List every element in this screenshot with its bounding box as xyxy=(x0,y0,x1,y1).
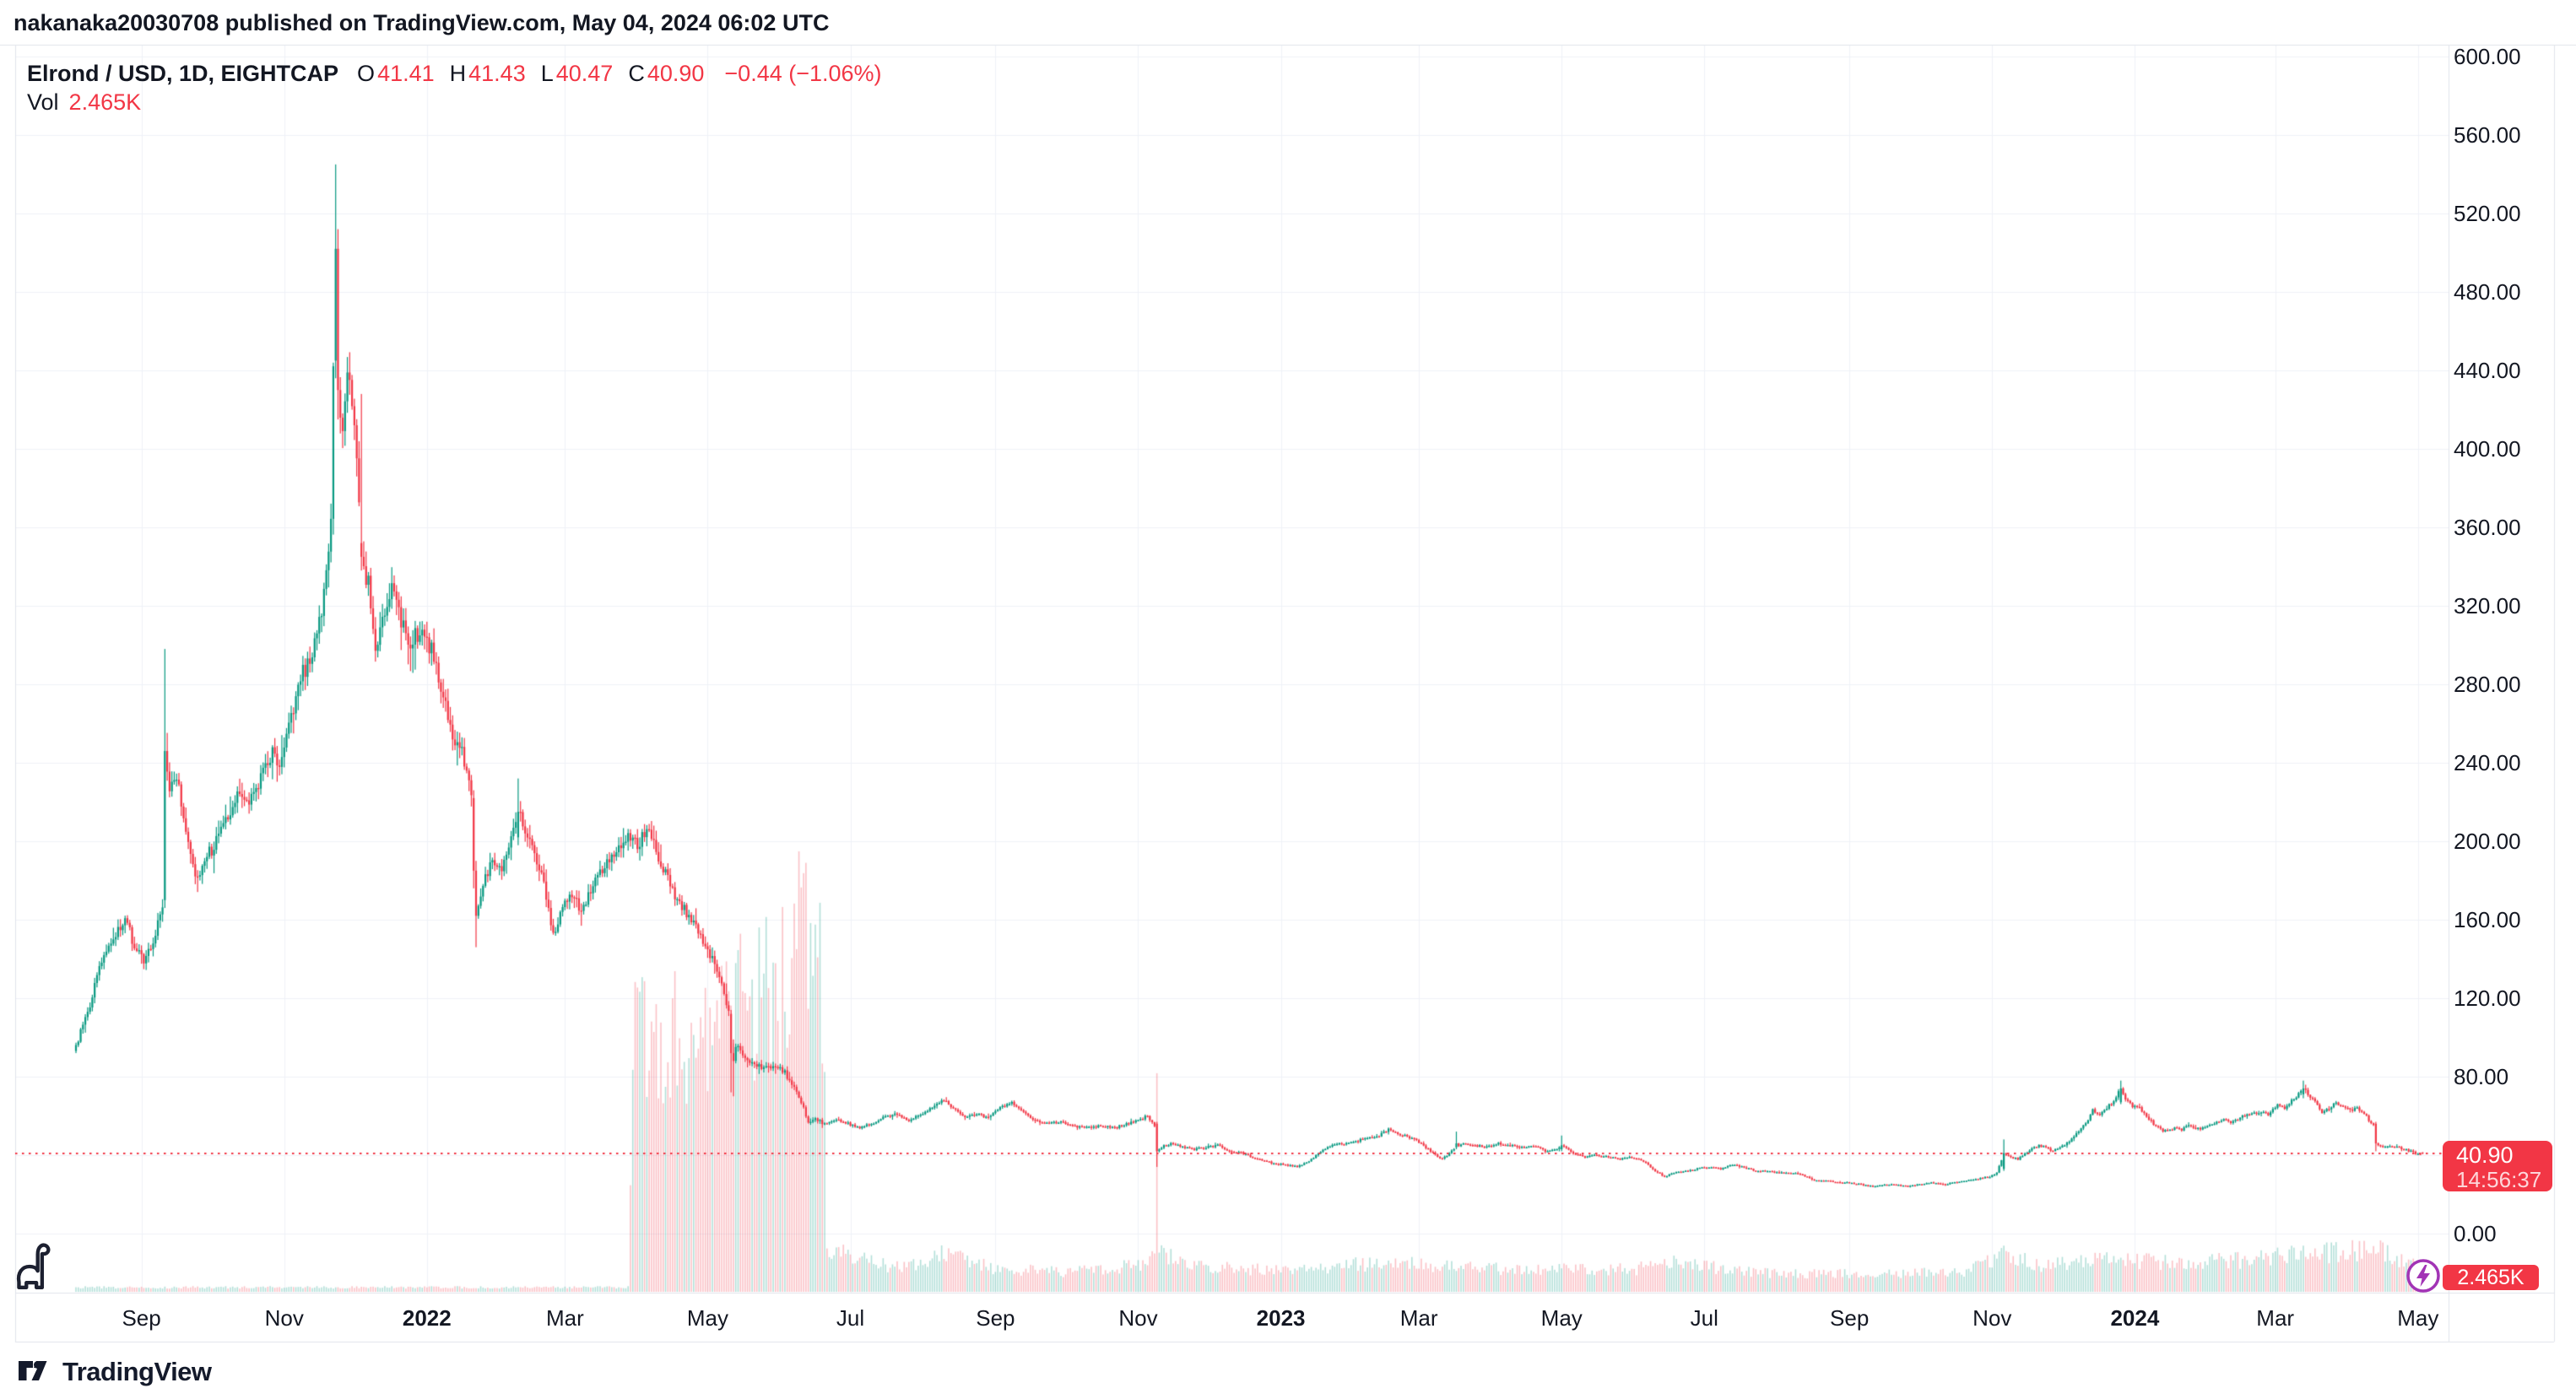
price-axis-label: 120.00 xyxy=(2454,986,2521,1011)
time-axis-label: Mar xyxy=(2256,1305,2295,1331)
boost-button[interactable] xyxy=(2405,1257,2442,1294)
time-axis-label: Sep xyxy=(122,1305,161,1331)
tradingview-mark-icon xyxy=(19,1361,47,1380)
price-axis-label: 360.00 xyxy=(2454,515,2521,540)
time-axis-label: Nov xyxy=(264,1305,304,1331)
price-axis-label: 560.00 xyxy=(2454,122,2521,148)
price-axis-label: 480.00 xyxy=(2454,279,2521,305)
price-axis-label: 160.00 xyxy=(2454,907,2521,932)
price-axis-label: 520.00 xyxy=(2454,201,2521,226)
time-axis-label: Mar xyxy=(545,1305,584,1331)
dinosaur-icon xyxy=(16,1243,51,1289)
price-axis-label: 240.00 xyxy=(2454,750,2521,775)
last-price-badge: 40.90 14:56:37 xyxy=(2443,1141,2552,1191)
time-axis-label: May xyxy=(1540,1305,1583,1331)
symbol-title: Elrond / USD, 1D, EIGHTCAP xyxy=(27,61,339,86)
legend-ohlc-item: L 40.47 xyxy=(541,61,614,87)
volume-label: Vol xyxy=(27,89,59,115)
price-axis-label: 80.00 xyxy=(2454,1064,2509,1089)
ohlc-values: O 41.41 H 41.43 L 40.47 C 40.90 xyxy=(357,61,719,87)
legend-row-volume: Vol 2.465K xyxy=(27,89,882,118)
price-axis-label: 280.00 xyxy=(2454,672,2521,697)
legend-ohlc-item: O 41.41 xyxy=(357,61,435,87)
last-price-value: 40.90 xyxy=(2456,1142,2514,1168)
ohlc-letter: C xyxy=(628,61,645,86)
volume-badge: 2.465K xyxy=(2443,1265,2539,1290)
time-scale[interactable]: Sep Nov 2022 Mar May Jul Sep Nov 2023 Mar May Jul Se… xyxy=(15,1293,2555,1342)
ohlc-value: 40.47 xyxy=(555,61,614,86)
ohlc-letter: H xyxy=(449,61,467,86)
price-axis-label: 200.00 xyxy=(2454,829,2521,854)
price-axis-label: 320.00 xyxy=(2454,593,2521,618)
time-axis-label: Nov xyxy=(1118,1305,1158,1331)
publish-header: nakanaka20030708 published on TradingVie… xyxy=(14,10,830,35)
time-axis-label: 2023 xyxy=(1256,1305,1306,1331)
time-axis-label: May xyxy=(686,1305,728,1331)
time-axis-label: Nov xyxy=(1973,1305,2012,1331)
volume-value: 2.465K xyxy=(68,89,142,115)
price-axis-label: 400.00 xyxy=(2454,436,2521,462)
ohlc-letter: O xyxy=(357,61,376,86)
time-axis-label: 2024 xyxy=(2110,1305,2160,1331)
ohlc-value: 40.90 xyxy=(647,61,705,86)
change-value: −0.44 (−1.06%) xyxy=(724,61,882,86)
legend-ohlc-item: C 40.90 xyxy=(628,61,704,87)
ohlc-letter: L xyxy=(540,61,554,86)
ohlc-value: 41.43 xyxy=(468,61,526,86)
chart-legend: Elrond / USD, 1D, EIGHTCAP O 41.41 H 41.43 L… xyxy=(27,61,882,118)
lightning-icon xyxy=(2406,1259,2440,1293)
legend-row-main: Elrond / USD, 1D, EIGHTCAP O 41.41 H 41.43 L… xyxy=(27,61,882,89)
time-axis-label: Jul xyxy=(1690,1305,1718,1331)
time-axis-label: Jul xyxy=(836,1305,865,1331)
time-axis-label: Sep xyxy=(976,1305,1015,1331)
time-axis-label: May xyxy=(2397,1305,2439,1331)
ohlc-value: 41.41 xyxy=(377,61,435,86)
legend-ohlc-item: H 41.43 xyxy=(450,61,526,87)
price-scale[interactable]: 600.00 560.00 520.00 480.00 440.00 400.00 360.… xyxy=(2449,44,2555,1293)
price-axis-label: 440.00 xyxy=(2454,358,2521,383)
time-axis-label: Mar xyxy=(1399,1305,1438,1331)
time-axis-label: 2022 xyxy=(402,1305,452,1331)
tradingview-wordmark: TradingView xyxy=(62,1357,212,1386)
tradingview-logo[interactable]: TradingView xyxy=(19,1357,212,1387)
price-axis-label: 600.00 xyxy=(2454,44,2521,69)
time-axis-label: Sep xyxy=(1830,1305,1870,1331)
bar-countdown: 14:56:37 xyxy=(2456,1167,2542,1192)
price-axis-label: 0.00 xyxy=(2454,1221,2497,1246)
dino-sticker xyxy=(14,1241,52,1292)
